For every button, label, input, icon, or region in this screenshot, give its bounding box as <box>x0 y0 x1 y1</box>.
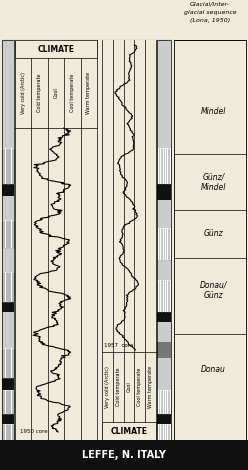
Bar <box>157 40 171 148</box>
Text: Cold temperate: Cold temperate <box>37 74 42 112</box>
Bar <box>157 414 171 424</box>
Bar <box>15 40 97 58</box>
Bar <box>2 390 14 414</box>
Text: 1957  core: 1957 core <box>104 343 133 348</box>
Bar <box>2 378 14 390</box>
Text: Donau: Donau <box>201 366 226 375</box>
Bar <box>2 40 14 148</box>
Bar <box>174 40 246 440</box>
Text: glacial sequence: glacial sequence <box>184 10 236 15</box>
Bar <box>2 184 14 196</box>
Bar <box>157 228 171 260</box>
Bar <box>2 148 14 184</box>
Bar <box>2 220 14 248</box>
Bar <box>157 200 171 228</box>
Text: Cold temperate: Cold temperate <box>116 368 121 406</box>
Bar <box>2 248 14 272</box>
Text: Warm temperate: Warm temperate <box>86 72 91 114</box>
Text: Günz: Günz <box>204 229 223 238</box>
Bar <box>0 440 248 470</box>
Bar <box>157 312 171 322</box>
Bar <box>2 424 14 440</box>
Text: 1950 core: 1950 core <box>20 429 48 434</box>
Text: Cool temperate: Cool temperate <box>70 74 75 112</box>
Bar <box>2 40 246 440</box>
Text: (Lona, 1950): (Lona, 1950) <box>190 18 230 23</box>
Bar <box>157 358 171 390</box>
Text: Günz/
Mindel: Günz/ Mindel <box>201 172 226 192</box>
Text: Cool: Cool <box>126 382 131 392</box>
Bar <box>157 260 171 280</box>
Bar <box>157 280 171 312</box>
Text: Warm temperate: Warm temperate <box>148 366 153 408</box>
Text: Cool temperate: Cool temperate <box>137 368 142 406</box>
Text: Very cold (Arctic): Very cold (Arctic) <box>21 72 26 114</box>
Text: LEFFE, N. ITALY: LEFFE, N. ITALY <box>82 450 166 460</box>
Bar <box>0 40 248 440</box>
Text: Donau/
Günz: Donau/ Günz <box>200 280 227 300</box>
Bar <box>102 422 156 440</box>
Text: Mindel: Mindel <box>201 108 226 117</box>
Text: CLIMATE: CLIMATE <box>37 45 74 54</box>
Bar <box>157 390 171 414</box>
Bar <box>2 40 14 440</box>
Bar <box>157 184 171 200</box>
Bar <box>2 302 14 312</box>
Text: Glacial/Inter-: Glacial/Inter- <box>190 2 230 7</box>
Bar <box>2 196 14 220</box>
Bar <box>2 348 14 378</box>
Text: Very cold (Arctic): Very cold (Arctic) <box>105 366 110 408</box>
Bar <box>174 0 246 40</box>
Bar <box>2 414 14 424</box>
Text: Cool: Cool <box>54 87 59 98</box>
Bar <box>157 40 171 440</box>
Bar <box>157 148 171 184</box>
Bar <box>157 424 171 440</box>
Text: CLIMATE: CLIMATE <box>111 426 148 436</box>
Bar <box>157 322 171 342</box>
Bar <box>157 342 171 358</box>
Bar <box>2 312 14 348</box>
Bar <box>2 272 14 302</box>
